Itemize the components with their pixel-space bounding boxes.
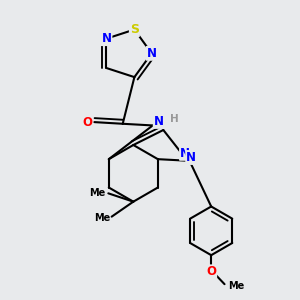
Text: Me: Me xyxy=(94,213,110,223)
Text: Me: Me xyxy=(89,188,105,198)
Text: O: O xyxy=(206,265,216,278)
Text: N: N xyxy=(147,47,157,60)
Text: O: O xyxy=(82,116,92,129)
Text: S: S xyxy=(130,23,139,36)
Text: N: N xyxy=(186,151,196,164)
Text: N: N xyxy=(154,115,164,128)
Text: N: N xyxy=(180,147,190,160)
Text: N: N xyxy=(101,32,111,45)
Text: Me: Me xyxy=(228,281,244,291)
Text: H: H xyxy=(170,114,179,124)
